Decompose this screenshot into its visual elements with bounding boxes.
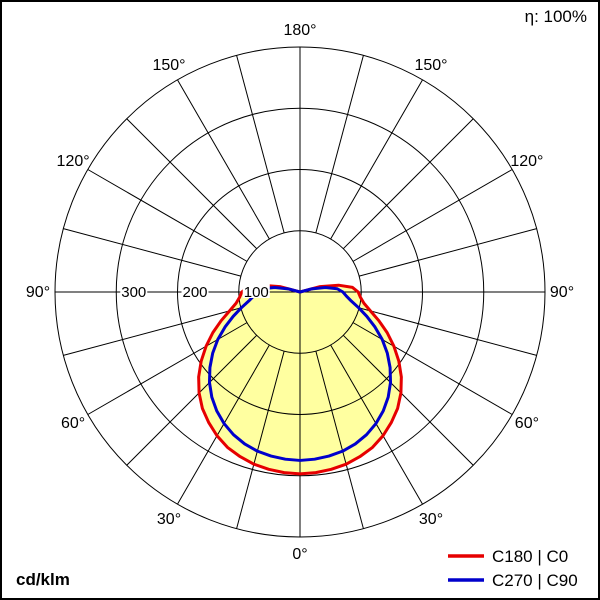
grid-spoke bbox=[315, 351, 364, 529]
grid-spoke bbox=[63, 307, 241, 356]
radial-tick-label: 200 bbox=[183, 284, 208, 301]
unit-label: cd/klm bbox=[16, 570, 70, 589]
angle-tick-label: 30° bbox=[419, 511, 443, 528]
angle-tick-label: 90° bbox=[550, 284, 574, 301]
grid-spoke bbox=[342, 334, 474, 466]
grid-spoke bbox=[177, 79, 270, 240]
radial-label-bg bbox=[242, 283, 270, 298]
radial-label-bg bbox=[120, 283, 148, 298]
grid-spoke bbox=[87, 169, 248, 262]
angle-tick-label: 150° bbox=[414, 57, 447, 74]
grid-spoke bbox=[236, 351, 285, 529]
series-curve-0 bbox=[197, 283, 403, 476]
angle-tick-label: 0° bbox=[292, 546, 307, 563]
angle-tick-label: 120° bbox=[510, 153, 543, 170]
radial-tick-label: 100 bbox=[244, 284, 269, 301]
grid-spoke bbox=[87, 322, 248, 415]
legend: C180 | C0 C270 | C90 bbox=[448, 547, 578, 590]
angle-tick-label: 30° bbox=[157, 511, 181, 528]
angle-tick-label: 150° bbox=[152, 57, 185, 74]
grid-spoke bbox=[359, 228, 537, 277]
grid-spoke bbox=[126, 118, 258, 250]
legend-label-c90: C270 | C90 bbox=[492, 571, 578, 590]
grid-spoke bbox=[330, 79, 423, 240]
efficiency-label: η: 100% bbox=[525, 7, 587, 26]
angle-tick-label: 60° bbox=[515, 415, 539, 432]
grid-spoke bbox=[342, 118, 474, 250]
grid-spoke bbox=[315, 55, 364, 233]
angle-tick-label: 60° bbox=[61, 415, 85, 432]
angle-tick-label: 120° bbox=[57, 153, 90, 170]
grid-spoke bbox=[236, 55, 285, 233]
grid-spoke bbox=[352, 322, 513, 415]
legend-label-c0: C180 | C0 bbox=[492, 547, 568, 566]
radial-label-bg bbox=[181, 283, 209, 298]
radial-tick-label: 300 bbox=[121, 284, 146, 301]
angle-tick-label: 90° bbox=[26, 284, 50, 301]
grid-spoke bbox=[359, 307, 537, 356]
grid-spoke bbox=[63, 228, 241, 277]
angle-tick-label: 180° bbox=[283, 22, 316, 39]
grid-spoke bbox=[352, 169, 513, 262]
series-curve-1 bbox=[207, 286, 393, 462]
polar-chart: 100 200 300 0° 30° 30° 60° 60° 90° 90° 120° 120° 150… bbox=[26, 22, 574, 563]
grid-spoke bbox=[126, 334, 258, 466]
